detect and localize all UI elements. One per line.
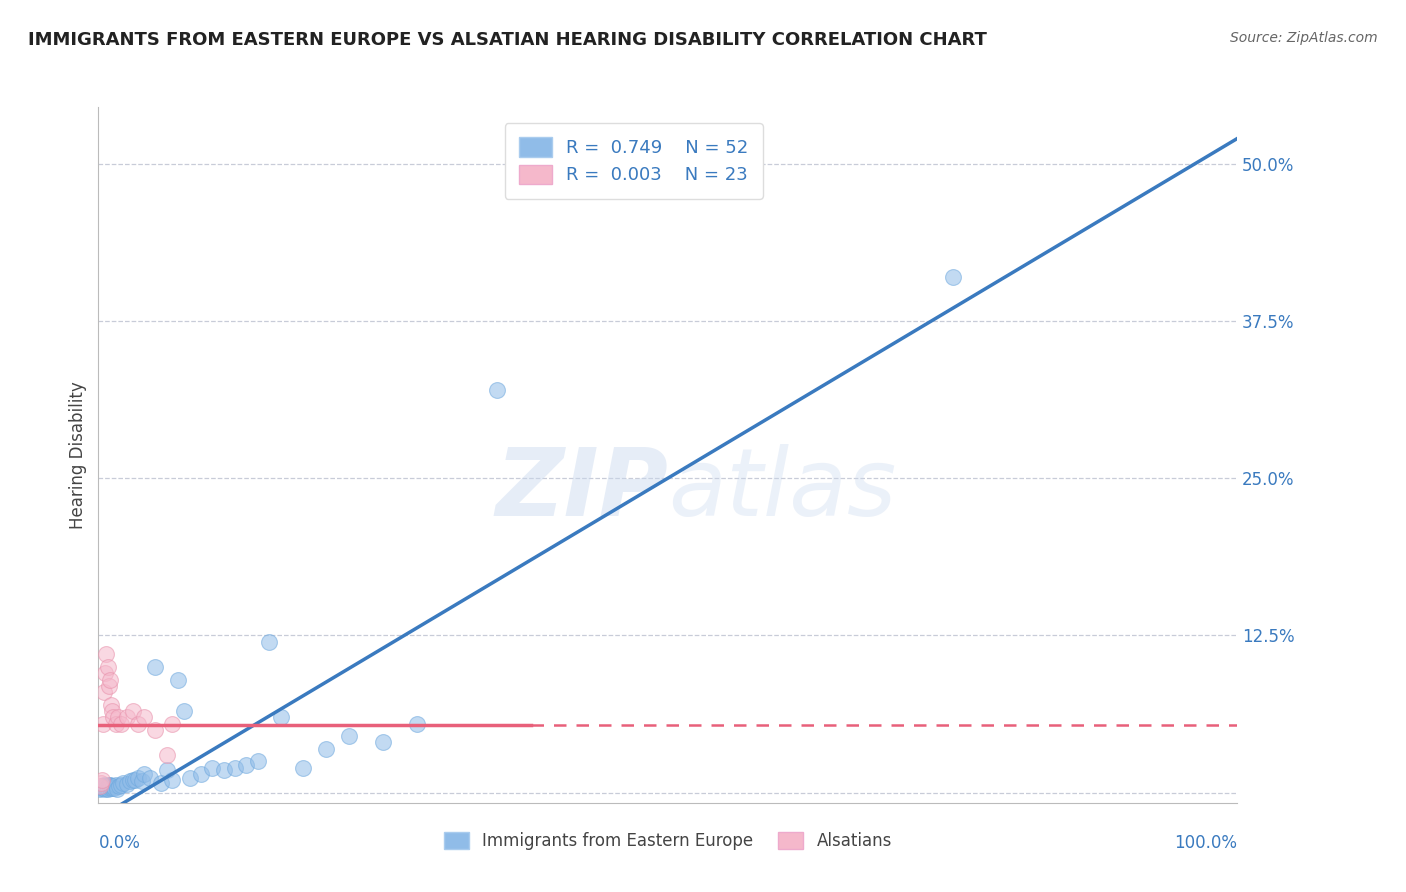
Point [97, 778, 120, 792]
Point [94, 780, 117, 794]
Point [124, 773, 146, 788]
Point [132, 767, 155, 781]
Point [235, 758, 257, 772]
Point [100, 698, 122, 712]
Point [270, 710, 292, 724]
Point [90, 780, 112, 794]
Text: IMMIGRANTS FROM EASTERN EUROPE VS ALSATIAN HEARING DISABILITY CORRELATION CHART: IMMIGRANTS FROM EASTERN EUROPE VS ALSATI… [28, 31, 987, 49]
Point [145, 660, 167, 674]
Point [138, 771, 160, 785]
Point [162, 773, 184, 788]
Point [337, 729, 360, 743]
Y-axis label: Hearing Disability: Hearing Disability [69, 381, 87, 529]
Point [105, 781, 128, 796]
Point [246, 754, 269, 768]
Text: 0.0%: 0.0% [98, 834, 141, 852]
Point [127, 716, 149, 731]
Point [292, 761, 315, 775]
Point [179, 771, 201, 785]
Point [131, 774, 153, 789]
Point [96, 660, 118, 674]
Text: Source: ZipAtlas.com: Source: ZipAtlas.com [1230, 31, 1378, 45]
Point [91, 716, 114, 731]
Point [90, 780, 112, 795]
Point [93, 778, 115, 792]
Point [371, 735, 394, 749]
Point [121, 704, 143, 718]
Point [112, 775, 135, 789]
Point [96, 780, 118, 795]
Point [190, 767, 212, 781]
Point [104, 716, 127, 731]
Point [96, 781, 118, 796]
Point [100, 780, 122, 794]
Point [110, 716, 132, 731]
Point [93, 685, 115, 699]
Point [89, 780, 111, 794]
Point [107, 710, 129, 724]
Point [167, 673, 190, 687]
Point [162, 716, 184, 731]
Point [91, 780, 114, 795]
Point [98, 673, 121, 687]
Point [145, 723, 167, 737]
Point [121, 773, 143, 788]
Point [201, 761, 224, 775]
Point [101, 780, 124, 795]
Point [89, 781, 111, 796]
Point [942, 269, 965, 284]
Point [110, 778, 132, 792]
Point [156, 763, 179, 777]
Point [108, 780, 131, 794]
Point [120, 774, 142, 789]
Point [156, 747, 179, 762]
Point [90, 775, 112, 789]
Point [115, 710, 138, 724]
Point [97, 679, 120, 693]
Point [98, 778, 121, 792]
Point [173, 704, 195, 718]
Point [132, 710, 155, 724]
Point [406, 716, 429, 731]
Point [212, 763, 235, 777]
Point [259, 634, 281, 648]
Point [94, 666, 117, 681]
Point [104, 778, 127, 792]
Point [101, 704, 124, 718]
Text: ZIP: ZIP [495, 443, 668, 536]
Point [115, 777, 138, 791]
Point [127, 771, 149, 785]
Text: atlas: atlas [668, 444, 896, 535]
Point [94, 781, 117, 796]
Point [315, 741, 337, 756]
Point [103, 710, 125, 724]
Text: 100.0%: 100.0% [1174, 834, 1237, 852]
Legend: Immigrants from Eastern Europe, Alsatians: Immigrants from Eastern Europe, Alsatian… [437, 826, 898, 857]
Point [103, 780, 125, 794]
Point [96, 648, 118, 662]
Point [90, 773, 112, 788]
Point [98, 780, 121, 795]
Point [96, 780, 118, 794]
Point [150, 775, 173, 789]
Point [103, 780, 125, 795]
Point [486, 383, 509, 397]
Point [224, 761, 246, 775]
